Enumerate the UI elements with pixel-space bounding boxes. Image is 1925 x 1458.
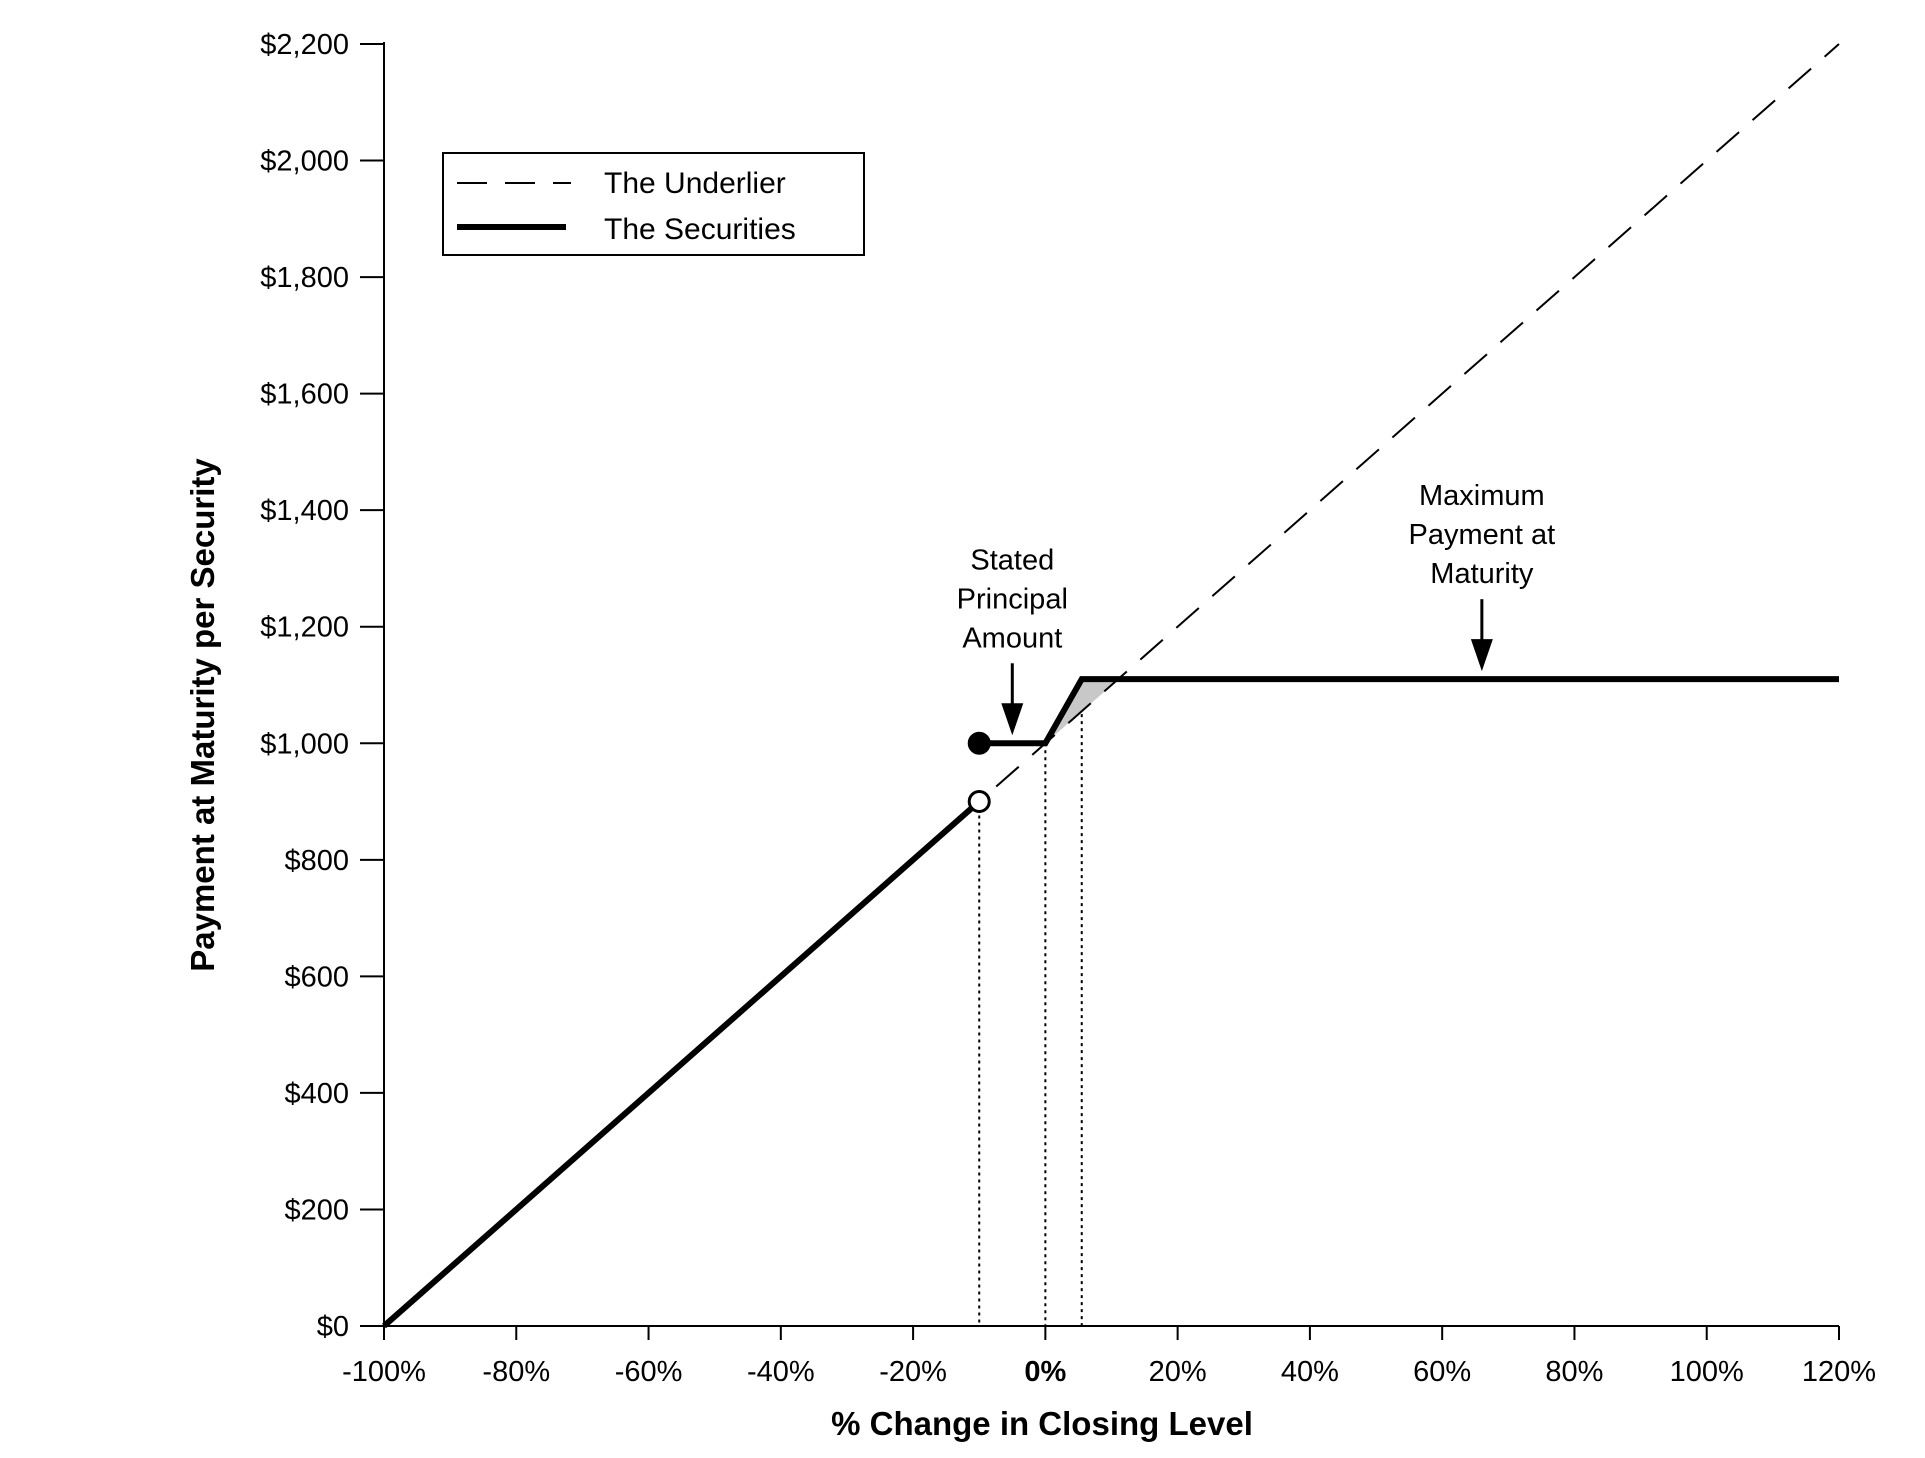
x-axis-title: % Change in Closing Level	[831, 1405, 1253, 1442]
annotation-line: Maximum	[1419, 480, 1545, 512]
x-tick-label: 20%	[1149, 1356, 1207, 1388]
y-tick-label: $0	[317, 1311, 349, 1343]
legend-label-securities: The Securities	[604, 213, 796, 246]
reference-lines	[978, 679, 1083, 1326]
y-tick-label: $400	[284, 1078, 349, 1110]
x-tick-label: 0%	[1024, 1356, 1066, 1388]
x-tick-label: -20%	[879, 1356, 947, 1388]
y-tick-label: $1,400	[260, 495, 349, 527]
securities-line	[382, 799, 982, 1329]
y-tick-label: $1,200	[260, 612, 349, 644]
x-tick-label: -60%	[615, 1356, 683, 1388]
x-tick-label: 80%	[1545, 1356, 1603, 1388]
y-tick-label: $200	[284, 1194, 349, 1226]
x-tick-label: -40%	[747, 1356, 815, 1388]
y-tick-label: $800	[284, 845, 349, 877]
annotation-arrow-head	[1001, 703, 1024, 736]
x-tick-label: 120%	[1802, 1356, 1876, 1388]
y-tick-label: $600	[284, 961, 349, 993]
annotation-line: Maturity	[1430, 558, 1534, 590]
x-tick-label: 100%	[1670, 1356, 1744, 1388]
securities-line	[979, 676, 1839, 747]
annotations: Stated Principal Amount Maximum Payment at Ma…	[957, 480, 1556, 736]
x-tick-label: 40%	[1281, 1356, 1339, 1388]
annotation-line: Payment at	[1409, 519, 1556, 551]
x-tick-label: -80%	[482, 1356, 550, 1388]
y-axis-title: Payment at Maturity per Security	[184, 458, 221, 972]
markers	[967, 731, 991, 814]
y-tick-label: $1,000	[260, 728, 349, 760]
annotation-line: Stated	[970, 544, 1054, 576]
x-tick-label: 60%	[1413, 1356, 1471, 1388]
annotation-arrow-head	[1470, 639, 1493, 672]
y-tick-label: $1,600	[260, 379, 349, 411]
legend-label-underlier: The Underlier	[604, 167, 786, 200]
y-tick-label: $2,200	[260, 29, 349, 61]
x-tick-label: -100%	[342, 1356, 426, 1388]
filled-marker	[967, 731, 991, 755]
open-marker	[967, 790, 991, 814]
legend-box	[442, 152, 865, 256]
series-lines	[382, 43, 1840, 1329]
ticks: $0 $200 $400 $600 $800 $1,000 $1,200 $1,400 $1,6…	[260, 29, 1876, 1388]
legend: The Underlier The Securities	[442, 152, 865, 256]
annotation-line: Principal	[957, 583, 1068, 615]
annotation-line: Amount	[962, 622, 1062, 654]
y-tick-label: $2,000	[260, 146, 349, 178]
underlier-line	[383, 43, 1840, 1327]
axes	[383, 42, 1839, 1327]
y-tick-label: $1,800	[260, 262, 349, 294]
